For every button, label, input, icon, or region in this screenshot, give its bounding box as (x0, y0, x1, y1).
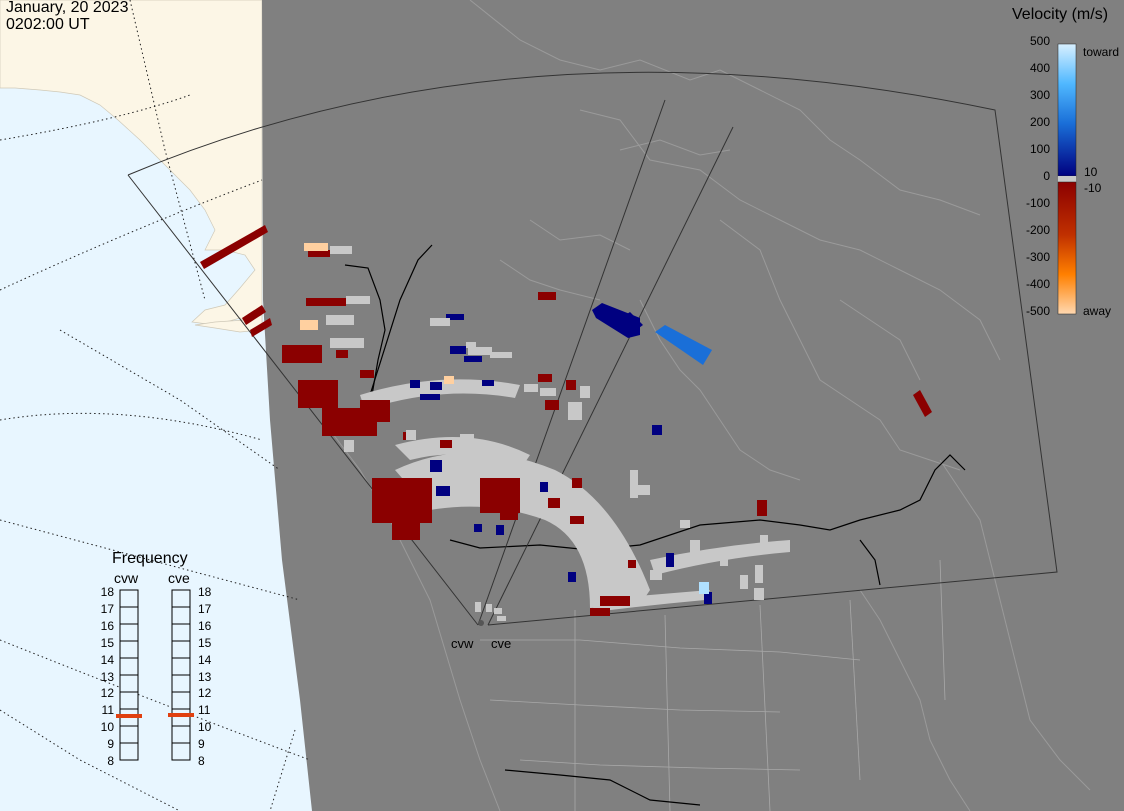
freq-tick-left: 17 (100, 601, 114, 616)
legend-tick: 200 (1029, 115, 1050, 129)
freq-tick-left: 15 (100, 635, 114, 650)
night-shade (262, 0, 1124, 811)
freq-tick-left: 11 (101, 703, 114, 718)
state-borders (480, 559, 946, 811)
freq-tick-left: 16 (100, 618, 114, 633)
legend-tick: 0 (1043, 169, 1050, 183)
time-label: 0202:00 UT (6, 16, 90, 33)
graticule (0, 0, 311, 811)
ground-scatter-band (395, 452, 650, 608)
legend-tick: 300 (1029, 88, 1050, 102)
ground-scatter-band-3 (360, 379, 520, 410)
freq-tick-right: 18 (198, 585, 212, 599)
freq-tick-left: 9 (107, 737, 114, 752)
ground-scatter-band-2 (395, 437, 530, 470)
national-borders (344, 244, 966, 806)
freq-radar-label-cve: cve (168, 570, 190, 586)
legend-tick: 500 (1029, 34, 1050, 48)
freq-tick-right: 12 (198, 686, 212, 701)
velocity-colorbar (1057, 43, 1077, 315)
freq-tick-left: 13 (100, 669, 114, 684)
freq-marker-cve (168, 713, 194, 717)
map-label-cvw: cvw (451, 636, 474, 651)
date-label: January, 20 2023 (6, 0, 129, 16)
freq-tick-right: 8 (198, 754, 205, 768)
coastlines (329, 0, 1091, 811)
freq-tick-left: 18 (100, 585, 114, 599)
legend-threshold-neg: -10 (1084, 181, 1102, 195)
legend-tick: -300 (1025, 250, 1050, 264)
frequency-title: Frequency (112, 550, 188, 567)
freq-tick-right: 15 (198, 635, 212, 650)
legend-tick: -400 (1025, 277, 1050, 291)
near-range-cells (475, 602, 506, 621)
legend-threshold-pos: 10 (1084, 165, 1098, 179)
ground-scatter-band-5 (590, 590, 710, 612)
legend-tick: -500 (1025, 304, 1050, 318)
legend-title: Velocity (m/s) (1012, 6, 1109, 23)
legend-toward-label: toward (1083, 45, 1120, 59)
legend-tick: 400 (1029, 61, 1050, 75)
map-label-cve: cve (491, 636, 512, 651)
legend-tick: -100 (1025, 196, 1050, 210)
legend-tick: -200 (1025, 223, 1050, 237)
freq-tick-left: 8 (107, 754, 114, 768)
legend-tick: 100 (1029, 142, 1050, 156)
freq-tick-right: 10 (198, 720, 212, 735)
freq-tick-right: 17 (198, 601, 212, 616)
freq-marker-cvw (116, 714, 142, 718)
freq-tick-left: 14 (100, 652, 114, 667)
freq-tick-right: 16 (198, 618, 212, 633)
velocity-cells (200, 225, 932, 616)
freq-tick-right: 14 (198, 652, 212, 667)
freq-tick-left: 12 (100, 686, 114, 701)
freq-tick-left: 10 (100, 720, 114, 735)
freq-radar-label-cvw: cvw (114, 570, 139, 586)
radar-site-cvw (478, 620, 484, 626)
freq-tick-right: 11 (198, 703, 211, 718)
freq-tick-right: 13 (198, 669, 212, 684)
legend-away-label: away (1083, 304, 1112, 318)
freq-tick-right: 9 (198, 737, 205, 752)
